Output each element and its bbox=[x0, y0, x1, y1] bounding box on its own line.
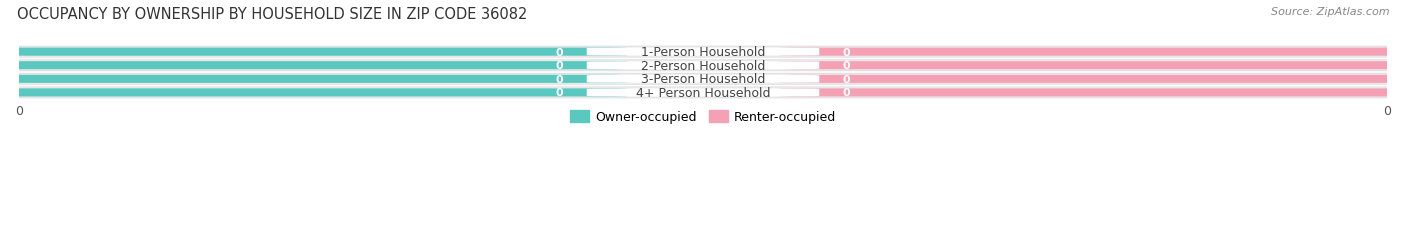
Text: 4+ Person Household: 4+ Person Household bbox=[636, 87, 770, 100]
FancyBboxPatch shape bbox=[0, 61, 1406, 71]
FancyBboxPatch shape bbox=[779, 75, 1406, 84]
Text: 0: 0 bbox=[555, 61, 564, 71]
FancyBboxPatch shape bbox=[779, 48, 1406, 56]
Text: Source: ZipAtlas.com: Source: ZipAtlas.com bbox=[1271, 7, 1389, 17]
Text: 0: 0 bbox=[555, 75, 564, 85]
Text: 3-Person Household: 3-Person Household bbox=[641, 73, 765, 86]
FancyBboxPatch shape bbox=[586, 76, 820, 83]
Text: 0: 0 bbox=[842, 75, 851, 85]
Text: 0: 0 bbox=[555, 47, 564, 57]
Legend: Owner-occupied, Renter-occupied: Owner-occupied, Renter-occupied bbox=[565, 106, 841, 129]
FancyBboxPatch shape bbox=[586, 49, 820, 56]
Text: 0: 0 bbox=[842, 88, 851, 98]
FancyBboxPatch shape bbox=[0, 48, 627, 56]
Text: 0: 0 bbox=[842, 61, 851, 71]
Text: 2-Person Household: 2-Person Household bbox=[641, 59, 765, 72]
FancyBboxPatch shape bbox=[586, 89, 820, 97]
FancyBboxPatch shape bbox=[779, 62, 1406, 70]
FancyBboxPatch shape bbox=[0, 89, 627, 97]
Text: OCCUPANCY BY OWNERSHIP BY HOUSEHOLD SIZE IN ZIP CODE 36082: OCCUPANCY BY OWNERSHIP BY HOUSEHOLD SIZE… bbox=[17, 7, 527, 22]
Text: 0: 0 bbox=[555, 88, 564, 98]
FancyBboxPatch shape bbox=[0, 74, 1406, 85]
Text: 0: 0 bbox=[842, 47, 851, 57]
Text: 1-Person Household: 1-Person Household bbox=[641, 46, 765, 59]
FancyBboxPatch shape bbox=[0, 88, 1406, 98]
FancyBboxPatch shape bbox=[0, 75, 627, 84]
FancyBboxPatch shape bbox=[0, 62, 627, 70]
FancyBboxPatch shape bbox=[0, 47, 1406, 58]
FancyBboxPatch shape bbox=[779, 89, 1406, 97]
FancyBboxPatch shape bbox=[586, 62, 820, 70]
